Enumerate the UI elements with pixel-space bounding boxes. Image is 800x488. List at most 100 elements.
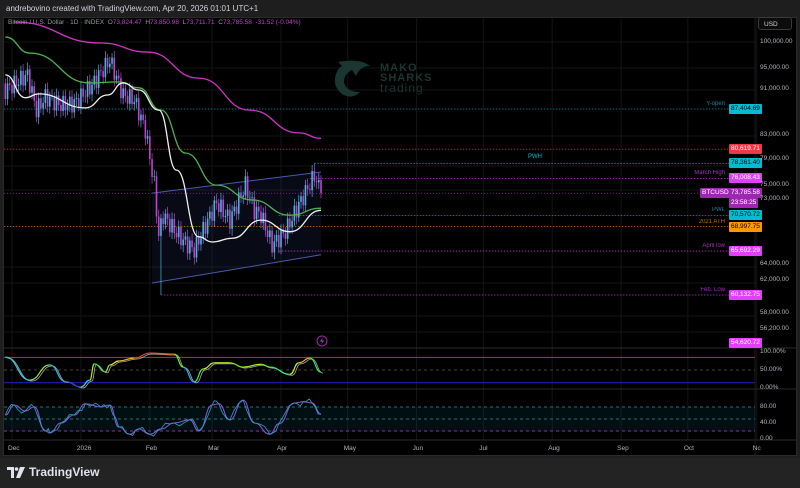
- time-axis-tick: May: [343, 445, 356, 452]
- candle-body: [242, 195, 245, 198]
- candle-body: [244, 176, 247, 196]
- candle-body: [66, 105, 69, 111]
- osc1-segment: [109, 360, 119, 366]
- osc1-segment: [94, 363, 106, 373]
- channel-upper-line: [151, 171, 322, 194]
- lightning-bolt-icon[interactable]: [316, 335, 328, 347]
- candle-body: [255, 206, 258, 220]
- candle-body: [53, 96, 56, 111]
- candle-body: [160, 218, 162, 236]
- price-axis-tick: 73,000.00: [760, 194, 789, 202]
- candle-body: [297, 201, 300, 218]
- candle-body: [304, 185, 307, 206]
- level-label: 2021 ATH: [698, 218, 725, 225]
- candle-body: [311, 170, 313, 191]
- candle-body: [162, 218, 164, 225]
- osc1-segment: [229, 362, 244, 368]
- osc1-segment: [134, 352, 150, 359]
- candle-body: [28, 69, 31, 93]
- candle-body: [46, 89, 49, 107]
- bolt-shape: [320, 337, 324, 345]
- osc1-segment: [309, 357, 322, 373]
- candle-body: [77, 98, 80, 108]
- price-axis-tick: 75,000.00: [760, 181, 789, 189]
- symbol-name[interactable]: Bitcoin / U.S. Dollar · 1D · INDEX: [8, 19, 105, 26]
- candle-body: [260, 211, 262, 224]
- candle-body: [111, 57, 113, 64]
- candle-body: [44, 89, 47, 103]
- candle-body: [73, 99, 76, 113]
- candle-body: [286, 218, 289, 239]
- time-axis-tick: Sep: [617, 445, 629, 452]
- candle-body: [140, 114, 142, 121]
- price-badge: 78,361.40: [729, 158, 762, 169]
- osc2-axis-tick: 80.00: [760, 403, 777, 410]
- osc1-axis-tick: 100.00%: [760, 348, 786, 355]
- level-label: Y-open: [706, 100, 725, 107]
- candle-body: [124, 88, 127, 96]
- level-label: March High: [694, 170, 725, 177]
- candle-body: [200, 238, 202, 245]
- symbol-badge: BTCUSD: [700, 188, 731, 199]
- candle-body: [131, 89, 133, 105]
- candle-body: [57, 95, 60, 105]
- candle-body: [237, 192, 240, 214]
- price-badge: 54,620.72: [729, 337, 762, 348]
- osc1-segment: [298, 357, 310, 364]
- candle-body: [317, 179, 320, 183]
- candle-body: [302, 196, 305, 206]
- candle-body: [126, 95, 129, 104]
- candle-body: [202, 221, 204, 239]
- osc1-axis-tick: 0.00%: [760, 384, 779, 391]
- shark-logo-icon: [334, 60, 370, 97]
- candle-body: [33, 86, 36, 101]
- osc1-segment: [174, 353, 184, 368]
- osc1-segment: [269, 366, 290, 375]
- candle-body: [22, 70, 24, 86]
- moving-average-ema_fast: [5, 74, 322, 243]
- currency-button[interactable]: USD: [758, 17, 792, 30]
- candle-body: [197, 236, 200, 245]
- candle-body: [113, 57, 116, 80]
- candle-body: [91, 84, 93, 95]
- level-label: April low: [702, 243, 725, 250]
- candle-body: [100, 70, 102, 72]
- time-axis-tick: Apr: [277, 445, 288, 452]
- candle-body: [129, 89, 131, 104]
- osc1-segment: [194, 368, 204, 383]
- candle-body: [104, 57, 107, 78]
- candle-body: [273, 241, 276, 253]
- tradingview-logo[interactable]: TradingView: [7, 465, 99, 479]
- candle-body: [82, 88, 84, 97]
- osc1-segment: [49, 364, 66, 383]
- price-axis-tick: 91,000.00: [760, 84, 789, 92]
- candle-body: [220, 199, 222, 213]
- candle-body: [257, 206, 260, 212]
- candle-body: [249, 197, 251, 199]
- candle-body: [86, 80, 89, 97]
- candle-body: [4, 83, 7, 99]
- time-axis-tick: Oct: [683, 445, 694, 452]
- candle-body: [115, 75, 118, 80]
- level-label: PWH: [528, 154, 542, 161]
- candle-body: [0, 83, 2, 90]
- candle-body: [2, 83, 4, 90]
- price-axis-tick: 62,000.00: [760, 275, 789, 283]
- open-value: 73,824.47: [112, 19, 142, 26]
- candle-body: [35, 100, 38, 118]
- candle-body: [6, 83, 9, 99]
- osc2-fast-line: [4, 398, 322, 437]
- candle-body: [213, 200, 216, 221]
- candle-body: [75, 98, 78, 100]
- byline-text: andrebovino created with TradingView.com…: [6, 4, 259, 13]
- candle-body: [313, 170, 316, 182]
- candle-body: [277, 234, 280, 248]
- candle-body: [226, 209, 229, 216]
- time-axis-tick: Feb: [145, 445, 158, 452]
- candle-body: [11, 85, 13, 94]
- candle-body: [151, 158, 153, 177]
- price-axis-tick: 95,000.00: [760, 63, 789, 71]
- price-badge: 80,619.71: [729, 144, 762, 155]
- osc2-axis-tick: 0.00: [760, 435, 773, 442]
